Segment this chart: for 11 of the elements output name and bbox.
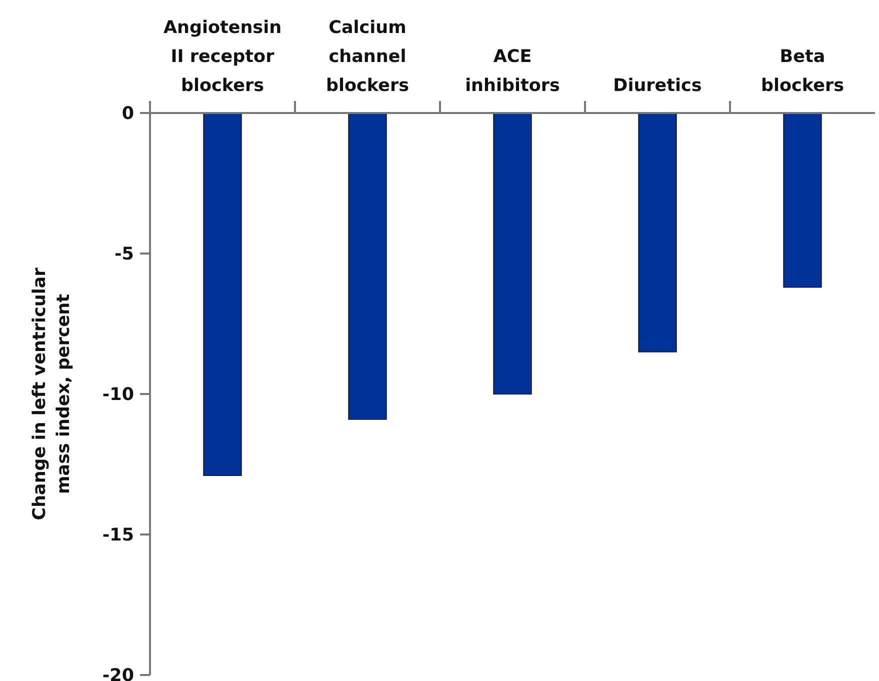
y-tick-label: 0 xyxy=(122,104,134,124)
y-tick-label: -20 xyxy=(102,666,134,681)
x-tick-label: Diuretics xyxy=(613,76,702,96)
y-tick-label: -5 xyxy=(114,244,134,265)
x-tick-label: Angiotensin II receptor blockers xyxy=(163,18,282,96)
y-tick-label: -10 xyxy=(102,385,134,406)
x-tick-label: Calcium channel blockers xyxy=(326,18,410,96)
x-tick-label: Beta blockers xyxy=(760,47,844,96)
y-tick-label: -15 xyxy=(102,526,134,546)
y-axis-title: Change in left ventricular mass index, percent xyxy=(30,267,74,520)
x-tick-label: ACE inhibitors xyxy=(465,47,560,96)
